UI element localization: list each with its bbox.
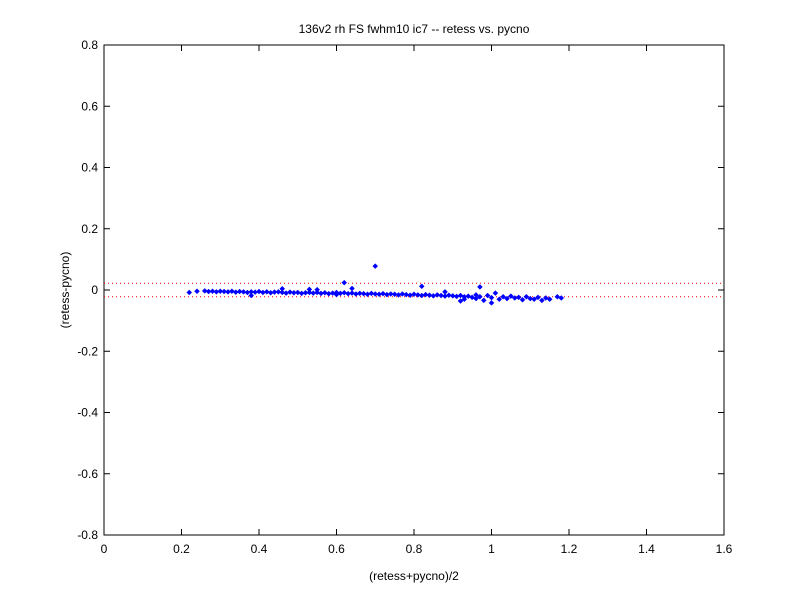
data-point [194, 288, 200, 295]
data-point [314, 286, 320, 293]
data-point [201, 288, 208, 294]
data-point [263, 288, 270, 295]
data-point [349, 290, 355, 296]
x-tick-label: 1.4 [638, 542, 655, 556]
y-axis-label: (retess-pycno) [58, 252, 72, 329]
data-point [415, 292, 421, 298]
data-point [380, 290, 386, 297]
data-point [480, 297, 487, 304]
data-point [500, 293, 506, 300]
x-tick-label: 0.6 [328, 542, 345, 556]
data-point [461, 296, 468, 303]
data-point [473, 295, 479, 302]
data-point [457, 292, 464, 299]
data-point [488, 300, 495, 306]
reference-lines [104, 282, 724, 298]
data-point [449, 292, 456, 299]
data-point [387, 291, 394, 297]
y-tick-label: 0.2 [81, 222, 98, 236]
data-point [426, 292, 433, 299]
y-tick-label: 0 [91, 283, 98, 297]
y-tick-label: -0.4 [77, 406, 98, 420]
y-tick-label: -0.6 [77, 467, 98, 481]
data-point [279, 289, 286, 296]
x-axis-label: (retess+pycno)/2 [369, 569, 459, 583]
data-point [221, 288, 227, 295]
data-point [256, 288, 262, 295]
data-point [391, 291, 398, 298]
x-tick-label: 0 [101, 542, 108, 556]
data-point [539, 297, 545, 304]
data-point [287, 289, 293, 295]
y-axis-ticks: -0.8 -0.6 -0.4 -0.2 0 0.2 0.4 0.6 0.8 [77, 38, 724, 542]
data-point [477, 284, 483, 290]
data-point [496, 296, 503, 303]
data-point [209, 288, 216, 295]
data-point [399, 291, 406, 297]
data-point [275, 288, 282, 295]
y-tick-label: 0.4 [81, 161, 98, 175]
data-point [294, 289, 301, 296]
data-point [484, 292, 491, 299]
y-tick-label: 0.8 [81, 38, 98, 52]
data-point [217, 288, 224, 295]
data-point [546, 296, 553, 303]
data-point [356, 290, 363, 297]
data-point [504, 295, 510, 302]
y-tick-label: 0.6 [81, 99, 98, 113]
data-point [349, 285, 355, 292]
data-point [372, 291, 379, 297]
data-point [279, 285, 286, 292]
data-point [519, 296, 526, 303]
data-point [306, 289, 313, 296]
data-point [186, 289, 193, 296]
data-point [422, 291, 429, 298]
data-point [248, 292, 255, 299]
data-point [442, 288, 448, 295]
x-tick-label: 1.2 [561, 542, 578, 556]
data-point [341, 289, 348, 296]
data-point [236, 288, 243, 295]
data-point [434, 292, 441, 298]
x-tick-label: 1.6 [716, 542, 733, 556]
data-point [306, 286, 313, 293]
data-point [523, 293, 530, 300]
data-point [492, 290, 499, 296]
x-tick-label: 1 [488, 542, 495, 556]
chart-title: 136v2 rh FS fwhm10 ic7 -- retess vs. pyc… [299, 22, 530, 36]
data-point [535, 294, 541, 301]
data-point [515, 294, 522, 301]
data-point [368, 290, 375, 297]
data-point [558, 295, 565, 301]
data-point [240, 288, 247, 295]
data-point [418, 283, 425, 290]
data-point [229, 288, 235, 295]
data-point [531, 296, 537, 303]
x-tick-label: 0.2 [173, 542, 190, 556]
data-point [457, 298, 464, 304]
x-axis-ticks: 0 0.2 0.4 0.6 0.8 1 1.2 1.4 1.6 [101, 45, 733, 556]
data-point [322, 289, 328, 296]
data-point [403, 291, 410, 298]
data-point [411, 291, 417, 298]
y-tick-label: -0.8 [77, 528, 98, 542]
data-point [527, 295, 534, 302]
data-point [360, 290, 367, 297]
data-point [438, 292, 444, 299]
y-tick-label: -0.2 [77, 344, 98, 358]
data-point [446, 292, 452, 299]
data-point [477, 293, 483, 300]
x-tick-label: 0.4 [251, 542, 268, 556]
x-tick-label: 0.8 [406, 542, 423, 556]
data-point [341, 279, 348, 286]
data-point [508, 293, 514, 299]
data-points [186, 263, 565, 306]
data-point [372, 263, 379, 269]
